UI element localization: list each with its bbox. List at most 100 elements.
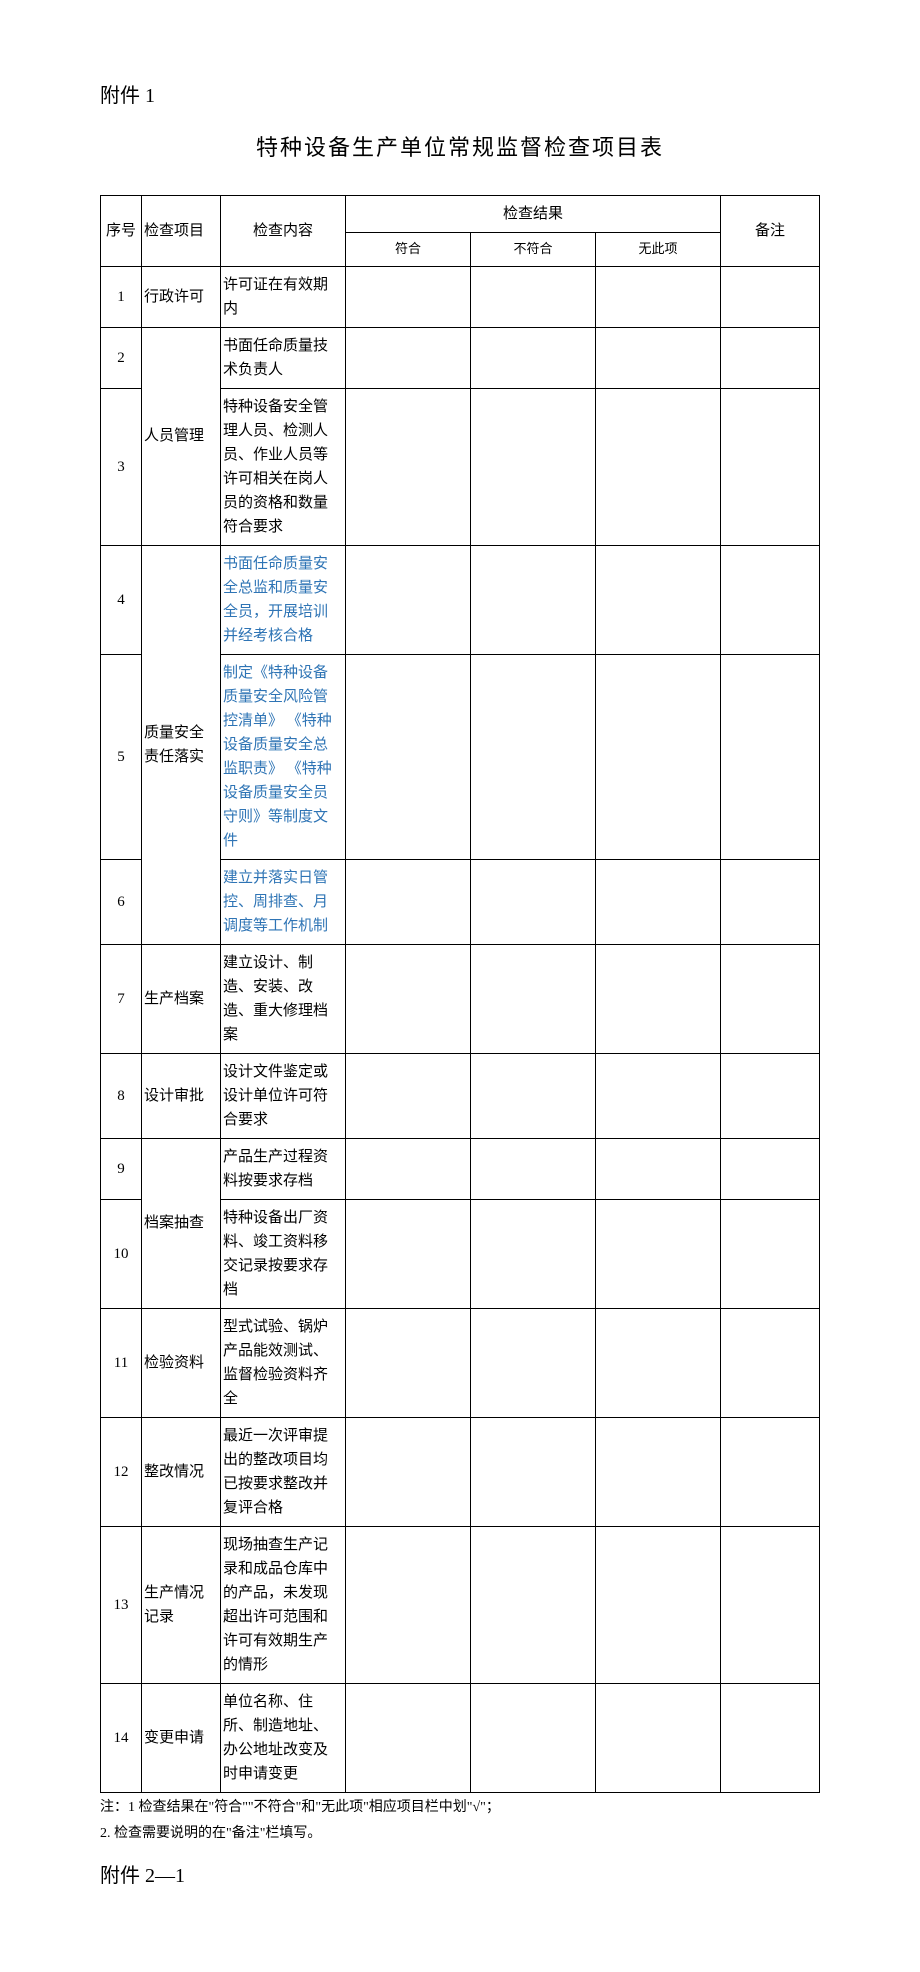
row-category: 行政许可 [142,266,221,327]
row-category: 设计审批 [142,1053,221,1138]
cell-note [721,859,820,944]
th-category: 检查项目 [142,196,221,267]
row-content: 建立并落实日管控、周排查、月调度等工作机制 [221,859,346,944]
th-r1: 符合 [346,233,471,267]
table-row: 13生产情况记录现场抽查生产记录和成品仓库中的产品，未发现超出许可范围和许可有效… [101,1526,820,1683]
row-index: 5 [101,654,142,859]
cell-r3 [596,654,721,859]
cell-r1 [346,1199,471,1308]
th-note: 备注 [721,196,820,267]
cell-r1 [346,1053,471,1138]
cell-r1 [346,266,471,327]
row-category: 人员管理 [142,327,221,545]
cell-note [721,944,820,1053]
row-index: 11 [101,1308,142,1417]
cell-note [721,266,820,327]
table-row: 11检验资料型式试验、锅炉产品能效测试、监督检验资料齐全 [101,1308,820,1417]
row-content: 最近一次评审提出的整改项目均已按要求整改并复评合格 [221,1417,346,1526]
cell-r2 [471,1199,596,1308]
table-row: 7生产档案建立设计、制造、安装、改造、重大修理档案 [101,944,820,1053]
cell-r3 [596,1308,721,1417]
cell-note [721,1199,820,1308]
cell-note [721,654,820,859]
cell-r1 [346,1138,471,1199]
footnote-1: 注：1 检查结果在"符合""不符合"和"无此项"相应项目栏中划"√"； [100,1797,820,1819]
row-index: 9 [101,1138,142,1199]
cell-r2 [471,545,596,654]
row-content: 许可证在有效期内 [221,266,346,327]
cell-r3 [596,1526,721,1683]
row-category: 整改情况 [142,1417,221,1526]
cell-note [721,1053,820,1138]
row-category: 生产档案 [142,944,221,1053]
row-category: 检验资料 [142,1308,221,1417]
th-r3: 无此项 [596,233,721,267]
row-index: 6 [101,859,142,944]
cell-r1 [346,944,471,1053]
cell-r2 [471,944,596,1053]
cell-note [721,1526,820,1683]
row-index: 3 [101,388,142,545]
row-index: 4 [101,545,142,654]
cell-r2 [471,1138,596,1199]
table-row: 9档案抽查产品生产过程资料按要求存档 [101,1138,820,1199]
cell-r3 [596,859,721,944]
row-content: 产品生产过程资料按要求存档 [221,1138,346,1199]
row-category: 质量安全责任落实 [142,545,221,944]
table-row: 1行政许可许可证在有效期内 [101,266,820,327]
table-row: 12整改情况最近一次评审提出的整改项目均已按要求整改并复评合格 [101,1417,820,1526]
cell-r3 [596,1138,721,1199]
cell-r1 [346,545,471,654]
cell-r2 [471,1526,596,1683]
row-category: 变更申请 [142,1683,221,1792]
row-content: 设计文件鉴定或设计单位许可符合要求 [221,1053,346,1138]
row-content: 制定《特种设备质量安全风险管控清单》 《特种设备质量安全总监职责》 《特种设备质… [221,654,346,859]
cell-r1 [346,1417,471,1526]
row-category: 生产情况记录 [142,1526,221,1683]
cell-r1 [346,388,471,545]
attachment-label: 附件 1 [100,80,820,112]
cell-note [721,327,820,388]
cell-r1 [346,327,471,388]
cell-r3 [596,1683,721,1792]
cell-r3 [596,266,721,327]
cell-r2 [471,388,596,545]
row-content: 现场抽查生产记录和成品仓库中的产品，未发现超出许可范围和许可有效期生产的情形 [221,1526,346,1683]
row-index: 14 [101,1683,142,1792]
cell-r2 [471,654,596,859]
row-content: 特种设备安全管理人员、检测人员、作业人员等许可相关在岗人员的资格和数量符合要求 [221,388,346,545]
row-index: 10 [101,1199,142,1308]
cell-r2 [471,1053,596,1138]
row-content: 单位名称、住所、制造地址、办公地址改变及时申请变更 [221,1683,346,1792]
cell-note [721,1683,820,1792]
cell-note [721,545,820,654]
cell-r1 [346,1308,471,1417]
th-r2: 不符合 [471,233,596,267]
th-content: 检查内容 [221,196,346,267]
table-row: 2人员管理书面任命质量技术负责人 [101,327,820,388]
cell-note [721,388,820,545]
table-row: 8设计审批设计文件鉴定或设计单位许可符合要求 [101,1053,820,1138]
cell-r1 [346,859,471,944]
row-category: 档案抽查 [142,1138,221,1308]
cell-r2 [471,1683,596,1792]
cell-r3 [596,1417,721,1526]
cell-r1 [346,1683,471,1792]
cell-r3 [596,1199,721,1308]
table-row: 14变更申请单位名称、住所、制造地址、办公地址改变及时申请变更 [101,1683,820,1792]
cell-r3 [596,944,721,1053]
doc-title: 特种设备生产单位常规监督检查项目表 [100,130,820,165]
cell-note [721,1138,820,1199]
th-index: 序号 [101,196,142,267]
cell-r2 [471,1417,596,1526]
row-index: 2 [101,327,142,388]
footnote-2: 2. 检查需要说明的在"备注"栏填写。 [100,1823,820,1845]
cell-r1 [346,1526,471,1683]
row-index: 1 [101,266,142,327]
table-row: 4质量安全责任落实书面任命质量安全总监和质量安全员，开展培训并经考核合格 [101,545,820,654]
cell-r1 [346,654,471,859]
cell-r3 [596,327,721,388]
cell-r3 [596,1053,721,1138]
th-result-group: 检查结果 [346,196,721,233]
row-content: 书面任命质量技术负责人 [221,327,346,388]
